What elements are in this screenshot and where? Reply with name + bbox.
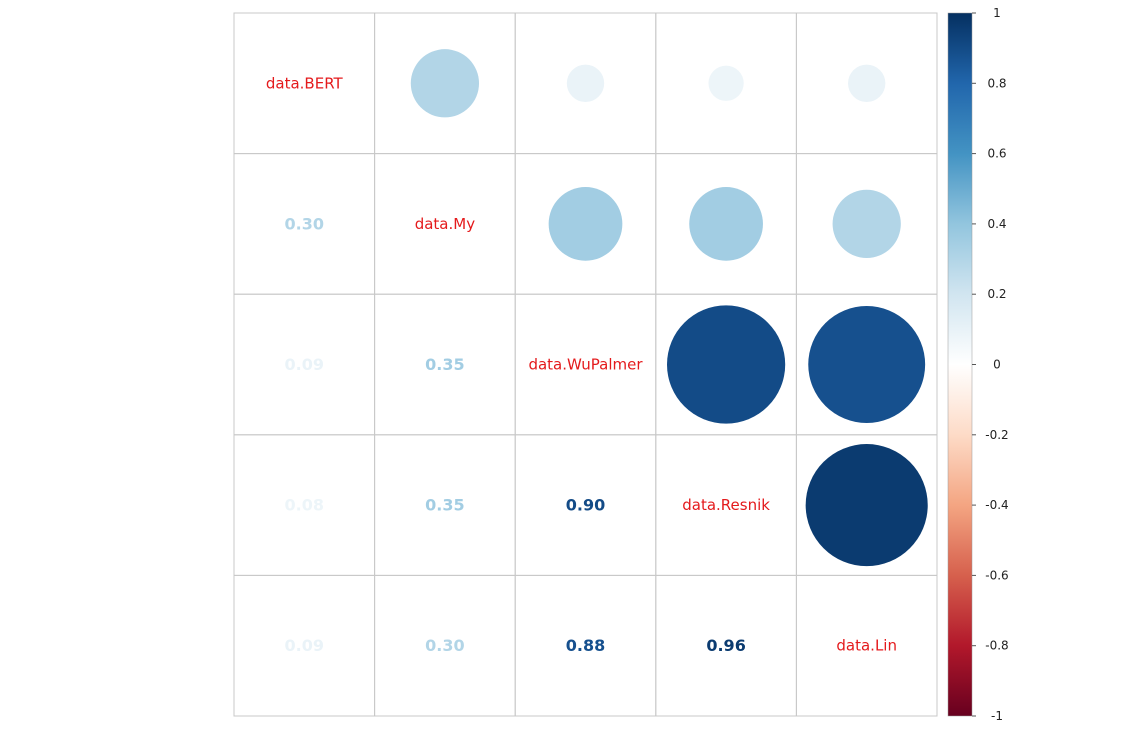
variable-label: data.Lin	[836, 637, 897, 655]
variable-label: data.My	[415, 215, 475, 233]
correlation-circle	[708, 65, 744, 101]
correlation-value: 0.30	[285, 214, 324, 233]
color-bar-tick-label: -1	[991, 709, 1003, 723]
variable-label: data.Resnik	[682, 496, 770, 514]
correlation-circle	[410, 49, 480, 118]
correlation-circle	[689, 187, 763, 261]
correlation-circle	[808, 306, 926, 423]
color-bar-tick-label: -0.2	[985, 428, 1008, 442]
variable-label: data.BERT	[266, 74, 344, 92]
correlation-circle	[832, 189, 901, 259]
color-legend: 1 0.8 0.6 0.4 0.2 0 -0.2 -0.4 -0.6 -0.8 -1	[947, 6, 1009, 723]
color-bar-tick-label: 0	[993, 358, 1001, 372]
color-bar-tick-label: 0.6	[987, 147, 1006, 161]
correlation-circle	[848, 64, 886, 102]
correlation-value: 0.88	[566, 636, 605, 655]
color-bar-tick-label: -0.8	[985, 639, 1008, 653]
color-bar	[947, 12, 973, 717]
matrix-cell	[795, 574, 938, 717]
correlation-circle	[566, 64, 605, 102]
correlation-value: 0.35	[425, 355, 464, 374]
correlation-value: 0.35	[425, 496, 464, 515]
correlation-value: 0.09	[285, 355, 324, 374]
variable-label: data.WuPalmer	[528, 356, 643, 374]
color-bar-tick-label: 0.4	[987, 217, 1006, 231]
correlation-value: 0.90	[566, 496, 605, 515]
correlation-value: 0.09	[285, 636, 324, 655]
correlation-matrix: data.BERT data.My data.WuPalmer data.Resnik…	[233, 12, 938, 717]
color-bar-tick-label: -0.4	[985, 498, 1008, 512]
correlation-value: 0.96	[706, 636, 745, 655]
correlation-value: 0.08	[285, 496, 324, 515]
color-bar-tick-label: -0.6	[985, 568, 1008, 582]
color-bar-tick-label: 0.2	[987, 287, 1006, 301]
color-bar-tick-label: 0.8	[987, 76, 1006, 90]
correlation-circle	[805, 444, 928, 567]
correlation-value: 0.30	[425, 636, 464, 655]
correlation-circle	[548, 187, 623, 261]
color-bar-tick-label: 1	[993, 6, 1001, 20]
correlation-circle	[666, 305, 786, 424]
